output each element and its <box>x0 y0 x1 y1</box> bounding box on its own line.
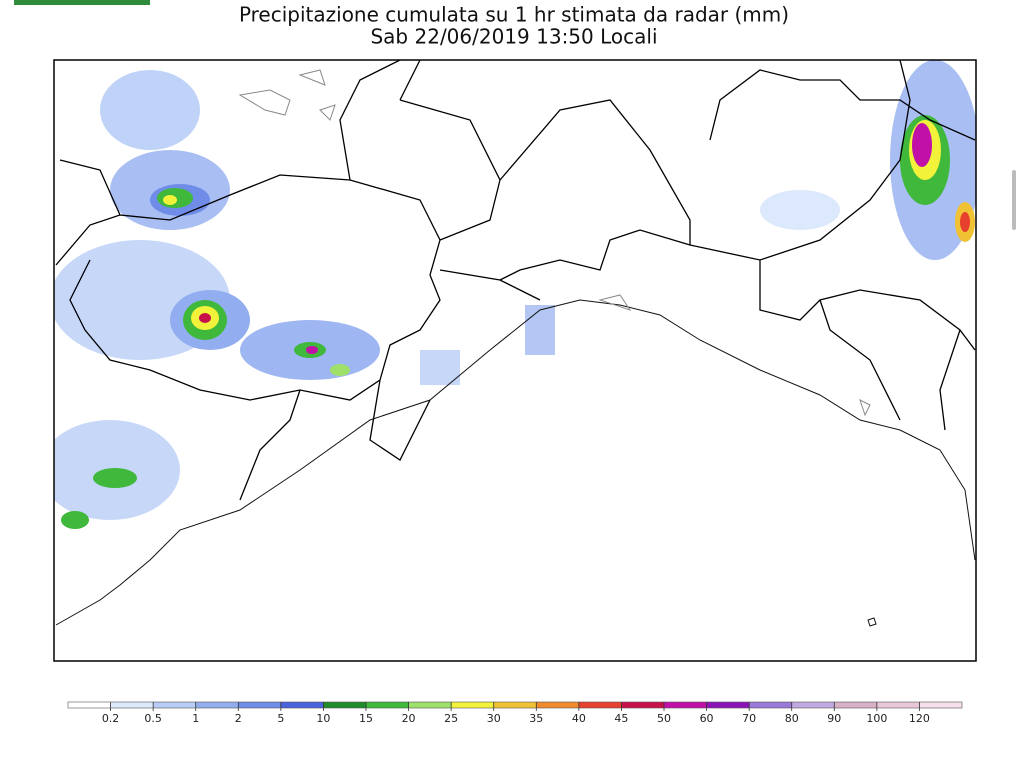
colorbar: 0.2 0.5 1 2 5 10 15 20 25 30 35 40 45 50 60 70 80 90 100 12… <box>67 701 963 725</box>
colorbar-tick-label: 30 <box>487 712 501 725</box>
colorbar-tick-label: 40 <box>572 712 586 725</box>
colorbar-segment <box>408 702 452 708</box>
lakes <box>238 69 871 417</box>
colorbar-tick-label: 5 <box>277 712 284 725</box>
colorbar-tick-label: 2 <box>235 712 242 725</box>
colorbar-segment <box>195 702 239 708</box>
map-subtitle: Sab 22/06/2019 13:50 Locali <box>370 25 657 49</box>
logo <box>14 0 150 5</box>
colorbar-tick-label: 35 <box>529 712 543 725</box>
colorbar-segment <box>621 702 664 708</box>
colorbar-segment <box>451 702 494 708</box>
colorbar-tick-label: 20 <box>402 712 416 725</box>
colorbar-segment <box>493 702 537 708</box>
scrollbar[interactable] <box>1012 170 1016 230</box>
colorbar-segment <box>919 702 962 708</box>
colorbar-segment <box>791 702 835 708</box>
colorbar-segment <box>110 702 154 708</box>
island <box>867 617 877 627</box>
colorbar-segment <box>153 702 196 708</box>
colorbar-tick-label: 90 <box>827 712 841 725</box>
colorbar-segment <box>238 702 281 708</box>
map-title: Precipitazione cumulata su 1 hr stimata … <box>239 3 789 27</box>
colorbar-segment <box>68 702 111 708</box>
colorbar-segment <box>834 702 877 708</box>
colorbar-segment <box>749 702 792 708</box>
colorbar-tick-label: 25 <box>444 712 458 725</box>
colorbar-tick-label: 45 <box>614 712 628 725</box>
colorbar-segment <box>706 702 750 708</box>
colorbar-segment <box>323 702 366 708</box>
colorbar-segment <box>664 702 707 708</box>
map-frame <box>53 59 977 662</box>
region-borders <box>55 60 976 501</box>
colorbar-tick-label: 50 <box>657 712 671 725</box>
colorbar-tick-label: 15 <box>359 712 373 725</box>
map <box>53 59 977 662</box>
colorbar-segment <box>876 702 920 708</box>
colorbar-segment <box>366 702 409 708</box>
colorbar-tick-label: 60 <box>700 712 714 725</box>
colorbar-tick-label: 10 <box>316 712 330 725</box>
colorbar-segment <box>578 702 622 708</box>
colorbar-tick-label: 1 <box>192 712 199 725</box>
colorbar-tick-label: 120 <box>909 712 930 725</box>
colorbar-tick-label: 70 <box>742 712 756 725</box>
colorbar-segment <box>280 702 324 708</box>
precipitation <box>54 60 976 529</box>
colorbar-segment <box>536 702 579 708</box>
colorbar-outline <box>67 701 963 709</box>
colorbar-tick-label: 100 <box>866 712 887 725</box>
colorbar-tick-label: 0.5 <box>144 712 162 725</box>
coastline <box>55 299 976 626</box>
colorbar-tick-label: 80 <box>785 712 799 725</box>
colorbar-tick-label: 0.2 <box>102 712 120 725</box>
